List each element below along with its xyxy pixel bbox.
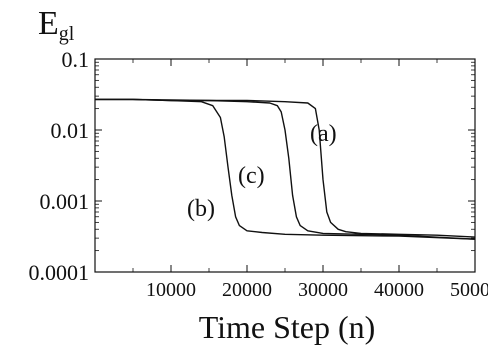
y-axis-label: Egl	[38, 5, 75, 45]
y-tick-label: 0.0001	[29, 260, 90, 285]
y-ticks: 0.0001 0.001 0.01 0.1	[29, 47, 475, 285]
series-group	[95, 98, 476, 240]
series-line-c	[95, 98, 476, 240]
series-label-c: (c)	[238, 163, 265, 189]
y-tick-label: 0.01	[51, 118, 90, 143]
x-axis-label: Time Step (n)	[199, 309, 376, 345]
plot-frame	[94, 58, 476, 273]
x-tick-label: 40000	[374, 279, 424, 301]
y-tick-label: 0.1	[62, 47, 90, 72]
x-ticks: 10000 20000 30000 40000 50000	[132, 59, 488, 301]
series-line-b	[95, 98, 476, 240]
x-tick-label: 20000	[222, 279, 272, 301]
series-label-b: (b)	[187, 196, 215, 222]
y-axis-label-subscript: gl	[59, 23, 75, 45]
x-tick-label: 10000	[146, 279, 196, 301]
series-line-a	[95, 98, 476, 238]
series-label-a: (a)	[310, 121, 337, 147]
y-tick-label: 0.001	[40, 189, 90, 214]
x-tick-label: 50000	[450, 279, 488, 301]
x-tick-label: 30000	[298, 279, 348, 301]
